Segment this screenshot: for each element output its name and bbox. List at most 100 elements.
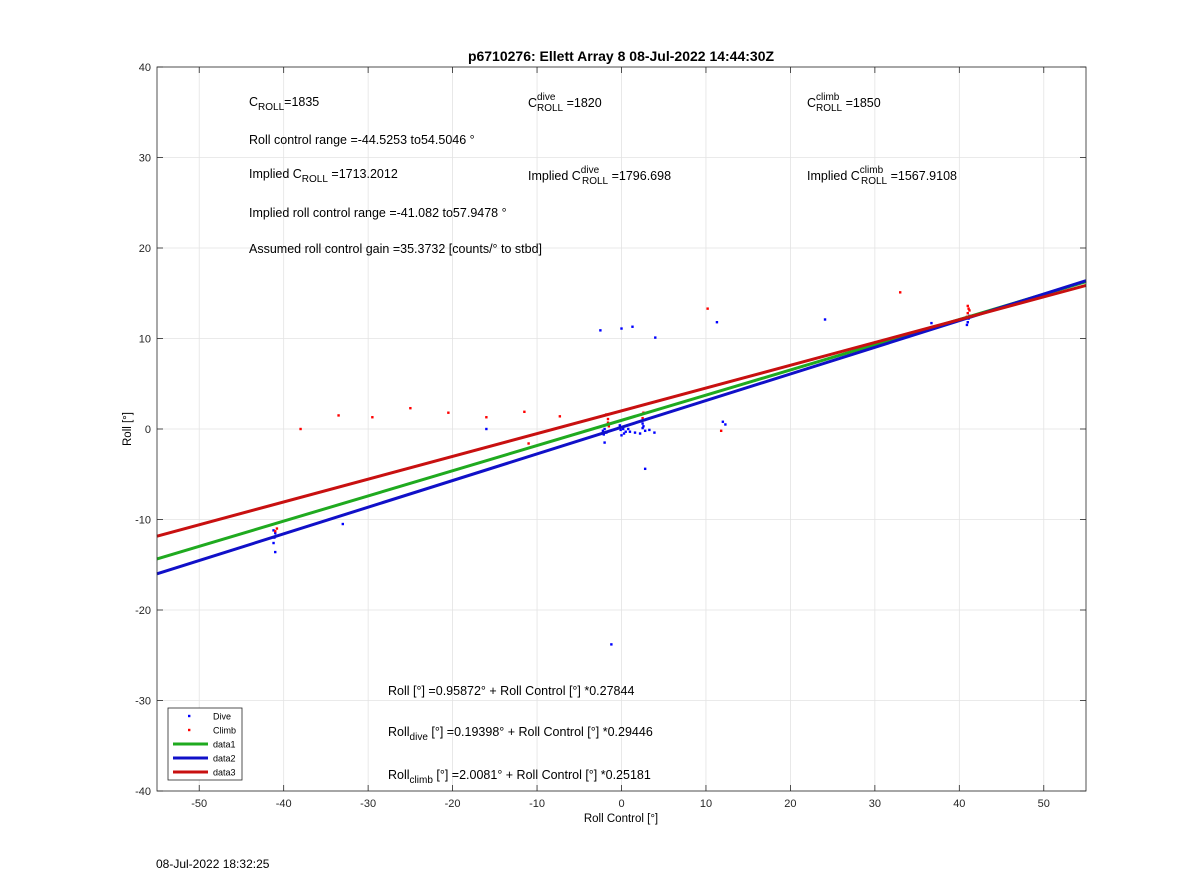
y-tick-label: 40 <box>139 62 151 74</box>
climb-point <box>706 307 709 310</box>
dive-point <box>622 432 626 435</box>
y-axis-label: Roll [°] <box>122 412 134 446</box>
dive-point <box>610 643 613 646</box>
dive-point <box>272 541 275 545</box>
dive-point <box>721 420 725 423</box>
x-tick-label: -20 <box>445 798 461 810</box>
dive-point <box>631 325 634 328</box>
dive-point <box>930 321 933 325</box>
dive-point <box>643 429 647 433</box>
fit-equation-dive: Rolldive [°] =0.19398° + Roll Control [°… <box>388 725 653 743</box>
fit-lines <box>156 279 1087 576</box>
climb-point <box>899 291 902 294</box>
y-tick-label: -40 <box>135 786 151 798</box>
dive-point <box>638 432 642 435</box>
dive-point <box>653 431 656 434</box>
legend-marker-dive <box>188 714 191 718</box>
climb-point <box>966 304 969 308</box>
climb-point <box>299 427 302 431</box>
y-tick-label: -10 <box>135 515 151 527</box>
implied-range: Implied roll control range =-41.082 to57… <box>249 206 507 220</box>
dive-point <box>641 426 644 430</box>
climb-point <box>337 414 340 417</box>
x-tick-label: -30 <box>360 798 376 810</box>
dive-point <box>620 327 623 330</box>
dive-point <box>599 329 602 332</box>
roll-control-range: Roll control range =-44.5253 to54.5046 ° <box>249 133 475 147</box>
dive-point <box>654 336 657 339</box>
x-axis-label: Roll Control [°] <box>584 813 658 825</box>
x-tick-label: 20 <box>784 798 796 810</box>
x-tick-label: 0 <box>618 798 624 810</box>
legend-marker-climb <box>188 728 191 732</box>
climb-point <box>719 429 723 433</box>
climb-point <box>558 415 562 418</box>
x-tick-label: 40 <box>953 798 965 810</box>
climb-point <box>641 416 644 420</box>
dive-point <box>624 430 627 433</box>
dive-point <box>620 434 623 437</box>
dive-point <box>601 429 605 433</box>
dive-point <box>603 441 606 444</box>
implied-c-roll: Implied CROLL =1713.2012 <box>249 167 398 185</box>
dive-point <box>627 427 630 431</box>
legend-label: data3 <box>213 768 236 778</box>
x-tick-label: 30 <box>869 798 881 810</box>
climb-point <box>967 307 970 310</box>
climb-point <box>527 442 530 445</box>
climb-point <box>606 417 610 421</box>
dive-point <box>715 321 719 324</box>
dive-point <box>642 425 645 428</box>
dive-point <box>633 431 637 434</box>
legend-label: data1 <box>213 740 236 750</box>
dive-point <box>603 427 606 431</box>
implied-c-roll-dive: Implied Cdive ROLL =1796.698 <box>528 165 671 187</box>
x-tick-label: -10 <box>529 798 545 810</box>
dive-point <box>274 550 277 554</box>
legend-label: data2 <box>213 754 236 764</box>
dive-point <box>966 321 969 324</box>
fit-equation-all: Roll [°] =0.95872° + Roll Control [°] *0… <box>388 684 634 698</box>
dive-point <box>274 531 277 535</box>
dive-point <box>724 423 727 426</box>
dive-point <box>341 522 344 526</box>
climb-point <box>485 416 488 419</box>
data2-fit-line <box>156 279 1087 576</box>
dive-point <box>272 529 275 532</box>
dive-point <box>602 433 605 436</box>
dive-point <box>485 427 488 431</box>
dive-point <box>965 323 969 327</box>
y-tick-label: -30 <box>135 696 151 708</box>
legend-label: Dive <box>213 712 231 722</box>
y-tick-label: 0 <box>145 424 151 436</box>
climb-point <box>409 406 412 410</box>
dive-point <box>648 428 651 432</box>
c-roll-annotation: CROLL=1835 <box>249 95 319 113</box>
climb-point <box>968 309 971 312</box>
implied-c-roll-climb: Implied Cclimb ROLL =1567.9108 <box>807 165 957 187</box>
data3-fit-line <box>156 284 1087 538</box>
legend: Dive Climb data1 data2 data3 <box>167 707 243 781</box>
assumed-gain: Assumed roll control gain =35.3732 [coun… <box>249 242 542 256</box>
climb-point <box>607 425 611 428</box>
climb-point <box>371 416 374 419</box>
dive-point <box>641 422 644 425</box>
fit-equation-climb: Rollclimb [°] =2.0081° + Roll Control [°… <box>388 768 651 786</box>
y-tick-label: 20 <box>139 243 151 255</box>
legend-label: Climb <box>213 726 236 736</box>
chart-title: p6710276: Ellett Array 8 08-Jul-2022 14:… <box>468 48 775 64</box>
x-tick-label: 10 <box>700 798 712 810</box>
y-tick-label: 10 <box>139 334 151 346</box>
dive-point <box>618 424 622 427</box>
c-roll-dive-annotation: Cdive ROLL =1820 <box>528 92 602 114</box>
c-roll-climb-annotation: Cclimb ROLL =1850 <box>807 92 881 114</box>
dive-point <box>643 467 647 471</box>
x-tick-label: 50 <box>1038 798 1050 810</box>
dive-point <box>823 318 827 321</box>
dive-point <box>628 430 632 433</box>
climb-point <box>523 410 526 414</box>
climb-point <box>275 527 279 530</box>
y-tick-label: -20 <box>135 605 151 617</box>
footer-timestamp: 08-Jul-2022 18:32:25 <box>156 857 270 871</box>
